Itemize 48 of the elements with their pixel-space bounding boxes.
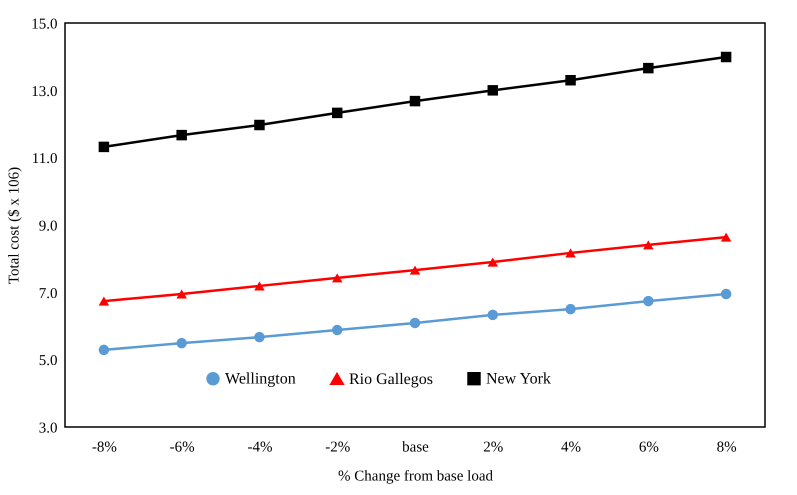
y-tick-label: 3.0 [38, 420, 58, 436]
point [410, 318, 420, 328]
point [565, 74, 576, 86]
x-tick-label: -8% [92, 440, 117, 456]
x-tick-label: -6% [170, 440, 195, 456]
point [98, 344, 110, 356]
y-axis-title: Total cost ($ x 106) [6, 166, 22, 284]
point [720, 232, 732, 242]
point [332, 324, 342, 336]
point [98, 296, 110, 306]
point [332, 108, 342, 118]
point [254, 332, 265, 342]
x-tick-label: 6% [638, 440, 659, 456]
y-tick-label: 11.0 [32, 151, 58, 168]
x-tick-label: -4% [247, 440, 272, 456]
legend-label: Rio Gallegos [349, 371, 433, 388]
point [643, 240, 654, 250]
y-tick-label: 5.0 [38, 353, 58, 370]
point [254, 120, 265, 130]
point [176, 338, 187, 348]
point [410, 266, 420, 275]
point [98, 142, 110, 152]
x-tick-label: base [402, 440, 430, 456]
point [488, 310, 498, 320]
x-tick-label: 8% [716, 440, 737, 456]
y-tick-label: 7.0 [38, 286, 58, 302]
point [176, 289, 187, 299]
x-tick-label: 4% [561, 440, 582, 456]
point [488, 85, 498, 96]
point [720, 288, 732, 300]
x-tick-label: -2% [325, 440, 350, 456]
y-tick-label: 15.0 [31, 16, 58, 32]
point [410, 96, 420, 106]
x-tick-label: 2% [483, 440, 504, 456]
point [565, 248, 576, 258]
point [720, 52, 732, 62]
point [176, 130, 187, 140]
point [332, 273, 342, 282]
legend-label: Wellington [225, 370, 296, 388]
legend-label: New York [486, 370, 551, 388]
point [643, 296, 654, 306]
x-axis-title: % Change from base load [338, 468, 494, 484]
y-tick-label: 13.0 [31, 84, 58, 100]
point [565, 304, 576, 314]
point [488, 257, 498, 267]
point [254, 281, 265, 290]
point [643, 62, 654, 74]
y-tick-label: 9.0 [38, 218, 58, 234]
